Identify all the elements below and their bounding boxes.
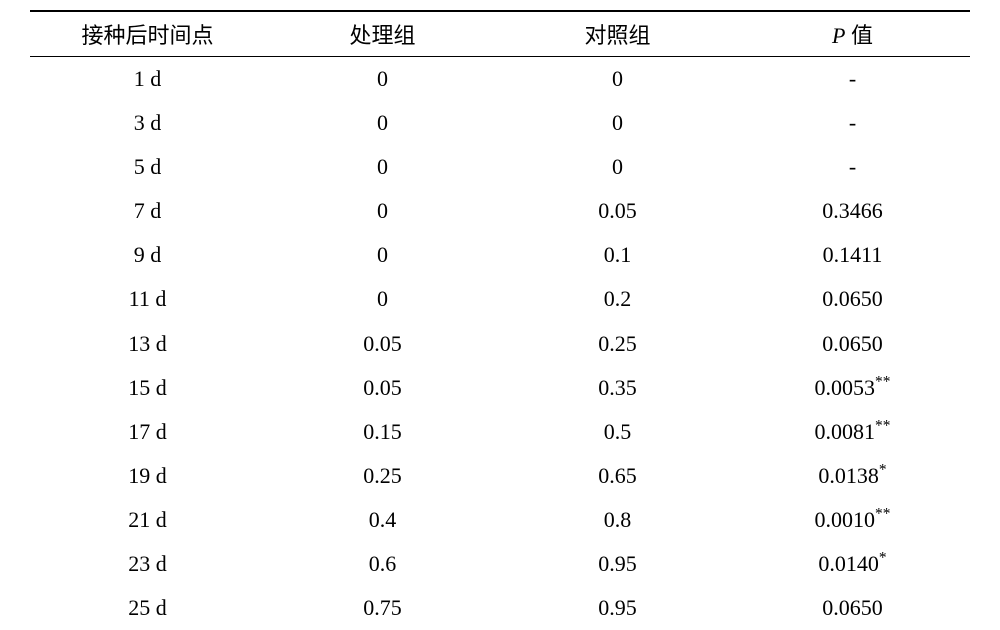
cell-time: 3 d [30,101,265,145]
table-row: 11 d 0 0.2 0.0650 [30,277,970,321]
table-row: 5 d 0 0 - [30,145,970,189]
cell-treat: 0.25 [265,454,500,498]
table-row: 13 d 0.05 0.25 0.0650 [30,322,970,366]
cell-ctrl: 0 [500,101,735,145]
col-header-time: 接种后时间点 [30,11,265,57]
table-row: 7 d 0 0.05 0.3466 [30,189,970,233]
cell-ctrl: 0.95 [500,586,735,630]
cell-ctrl: 0.35 [500,366,735,410]
cell-time: 15 d [30,366,265,410]
cell-treat: 0 [265,277,500,321]
table-row: 21 d 0.4 0.8 0.0010** [30,498,970,542]
cell-p: 0.0650 [735,586,970,630]
cell-p: 0.3466 [735,189,970,233]
table-row: 1 d 0 0 - [30,57,970,102]
col-header-pvalue: P 值 [735,11,970,57]
cell-ctrl: 0.2 [500,277,735,321]
table-row: 17 d 0.15 0.5 0.0081** [30,410,970,454]
cell-ctrl: 0.95 [500,542,735,586]
data-table: 接种后时间点 处理组 对照组 P 值 1 d 0 0 - 3 d 0 0 - 5… [30,10,970,630]
cell-ctrl: 0.5 [500,410,735,454]
cell-p: - [735,101,970,145]
cell-ctrl: 0.1 [500,233,735,277]
cell-treat: 0 [265,101,500,145]
cell-time: 7 d [30,189,265,233]
cell-time: 9 d [30,233,265,277]
p-suffix: 值 [845,23,873,48]
cell-treat: 0 [265,189,500,233]
cell-p: 0.1411 [735,233,970,277]
cell-time: 19 d [30,454,265,498]
cell-p: 0.0138* [735,454,970,498]
cell-p: 0.0081** [735,410,970,454]
col-header-treatment: 处理组 [265,11,500,57]
cell-treat: 0.6 [265,542,500,586]
table-row: 9 d 0 0.1 0.1411 [30,233,970,277]
cell-p: 0.0650 [735,277,970,321]
table-row: 3 d 0 0 - [30,101,970,145]
cell-ctrl: 0.25 [500,322,735,366]
cell-time: 5 d [30,145,265,189]
cell-ctrl: 0.05 [500,189,735,233]
table-row: 15 d 0.05 0.35 0.0053** [30,366,970,410]
cell-ctrl: 0 [500,57,735,102]
cell-p: 0.0650 [735,322,970,366]
col-header-control: 对照组 [500,11,735,57]
table-row: 23 d 0.6 0.95 0.0140* [30,542,970,586]
cell-treat: 0.4 [265,498,500,542]
cell-treat: 0.05 [265,322,500,366]
table-row: 19 d 0.25 0.65 0.0138* [30,454,970,498]
cell-ctrl: 0.8 [500,498,735,542]
cell-treat: 0 [265,57,500,102]
cell-ctrl: 0 [500,145,735,189]
cell-treat: 0 [265,233,500,277]
cell-time: 11 d [30,277,265,321]
table-body: 1 d 0 0 - 3 d 0 0 - 5 d 0 0 - 7 d 0 0.05… [30,57,970,630]
cell-ctrl: 0.65 [500,454,735,498]
cell-time: 21 d [30,498,265,542]
cell-p: 0.0140* [735,542,970,586]
cell-time: 23 d [30,542,265,586]
cell-p: - [735,145,970,189]
cell-treat: 0.75 [265,586,500,630]
cell-p: 0.0010** [735,498,970,542]
cell-treat: 0.15 [265,410,500,454]
cell-time: 13 d [30,322,265,366]
cell-time: 1 d [30,57,265,102]
table-header-row: 接种后时间点 处理组 对照组 P 值 [30,11,970,57]
p-italic: P [832,23,845,48]
cell-time: 25 d [30,586,265,630]
cell-treat: 0 [265,145,500,189]
cell-treat: 0.05 [265,366,500,410]
table-row: 25 d 0.75 0.95 0.0650 [30,586,970,630]
cell-p: - [735,57,970,102]
cell-time: 17 d [30,410,265,454]
cell-p: 0.0053** [735,366,970,410]
